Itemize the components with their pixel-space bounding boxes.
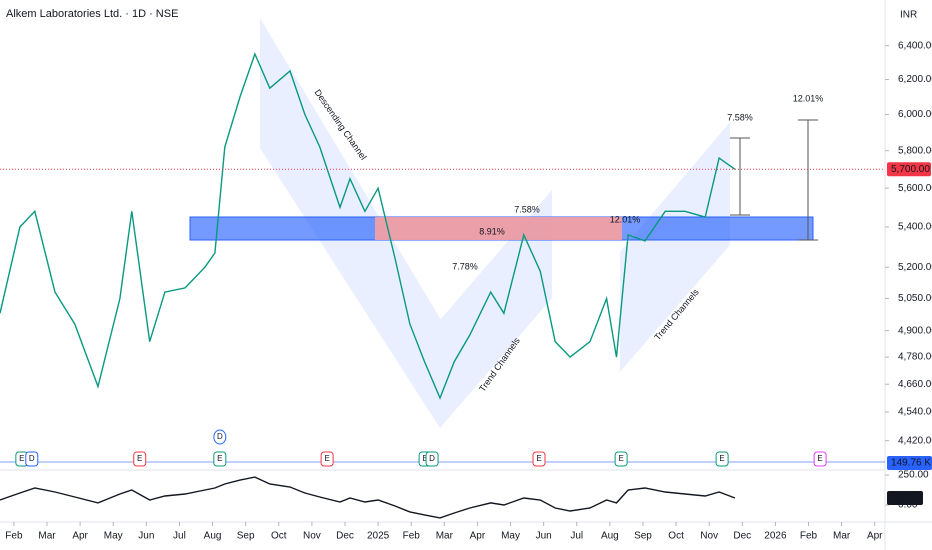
x-tick-label: Sep [634, 531, 652, 542]
x-tick-label: Aug [601, 531, 619, 542]
y-tick-label: 5,050.00 [898, 293, 932, 304]
x-tick-label: Mar [833, 531, 851, 542]
x-tick-label: Nov [700, 531, 718, 542]
event-marker [614, 451, 628, 467]
x-tick-label: Dec [336, 531, 354, 542]
event-marker [25, 451, 39, 467]
y-tick-label: 4,660.00 [898, 379, 932, 390]
event-marker [425, 451, 439, 467]
measure-arrows [730, 119, 818, 241]
annotation: 12.01% [610, 214, 641, 224]
osc-box [887, 491, 923, 506]
annotation: 7.58% [727, 112, 753, 122]
event-label: E [137, 454, 142, 463]
y-tick-label: 6,400.00 [898, 40, 932, 51]
y-tick-label: 0.00 [898, 500, 918, 511]
x-tick-label: Apr [867, 531, 883, 542]
currency: INR [900, 10, 917, 21]
event-label: E [817, 454, 822, 463]
annotation: 7.78% [452, 261, 478, 271]
y-tick-label: 4,540.00 [898, 407, 932, 418]
x-tick-label: 2025 [367, 531, 390, 542]
price-line [0, 52, 736, 400]
last-price-box [887, 162, 931, 177]
event-marker [532, 451, 546, 467]
trend-channel [440, 190, 552, 428]
x-tick-label: 2026 [764, 531, 787, 542]
event-label: E [618, 454, 623, 463]
annotation: 8.91% [479, 226, 505, 236]
y-tick-label: 5,800.00 [898, 145, 932, 156]
y-tick-label: 4,780.00 [898, 352, 932, 363]
event-label: D [217, 432, 223, 441]
volume-label: 149.76 K [891, 458, 931, 469]
event-marker [813, 451, 827, 467]
x-tick-label: Nov [303, 531, 321, 542]
y-tick-label: 5,200.00 [898, 262, 932, 273]
event-label: D [429, 454, 435, 463]
event-label: E [422, 454, 427, 463]
x-tick-label: Jun [138, 531, 154, 542]
event-marker [320, 451, 334, 467]
x-tick-label: Jul [173, 531, 186, 542]
event-marker [213, 451, 227, 467]
y-tick-label: 250.00 [898, 470, 929, 481]
price-line [0, 476, 736, 519]
event-label: E [324, 454, 329, 463]
x-tick-label: May [501, 531, 520, 542]
x-tick-label: Oct [668, 531, 684, 542]
event-label: D [29, 454, 35, 463]
x-tick-label: Aug [204, 531, 222, 542]
x-tick-label: Oct [271, 531, 287, 542]
x-tick-label: Feb [800, 531, 818, 542]
event-marker [715, 451, 729, 467]
y-tick-label: 4,900.00 [898, 325, 932, 336]
chart-title: Alkem Laboratories Ltd. · 1D · NSE [6, 8, 178, 20]
osc-label: 58.21 [891, 493, 916, 504]
x-tick-label: Mar [38, 531, 56, 542]
x-tick-label: Jun [536, 531, 552, 542]
event-marker [213, 429, 227, 445]
event-marker [133, 451, 147, 467]
event-label: E [536, 454, 541, 463]
x-tick-label: Apr [470, 531, 486, 542]
event-label: E [719, 454, 724, 463]
y-tick-label: 5,600.00 [898, 183, 932, 194]
x-tick-label: Dec [733, 531, 751, 542]
trend-channel [620, 122, 730, 372]
x-tick-label: Feb [403, 531, 421, 542]
annotation: 7.58% [514, 204, 540, 214]
x-tick-label: Sep [237, 531, 255, 542]
x-tick-label: Apr [72, 531, 88, 542]
x-tick-label: Jul [570, 531, 583, 542]
support-zone-highlight [375, 217, 622, 240]
volume-box [887, 456, 932, 470]
y-tick-label: 4,420.00 [898, 435, 932, 446]
x-tick-label: May [104, 531, 123, 542]
last-price-label: 5,700.00 [891, 164, 930, 175]
annotation: 12.01% [793, 93, 824, 103]
y-tick-label: 5,400.00 [898, 222, 932, 233]
event-label: E [217, 454, 222, 463]
x-tick-label: Feb [5, 531, 23, 542]
y-tick-label: 6,000.00 [898, 109, 932, 120]
event-label: E [19, 454, 24, 463]
x-tick-label: Mar [436, 531, 454, 542]
y-tick-label: 6,200.00 [898, 74, 932, 85]
